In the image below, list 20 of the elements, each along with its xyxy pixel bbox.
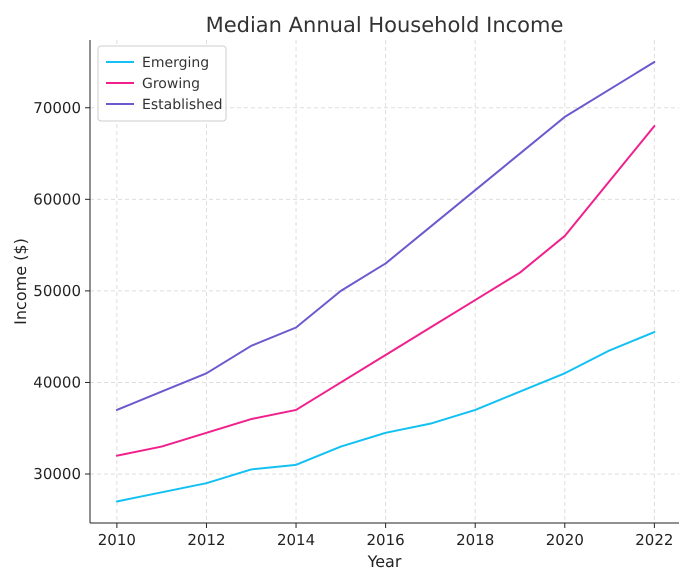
x-tick-label: 2016 [366,531,405,549]
y-tick-label: 60000 [33,190,81,208]
line-series [116,331,656,502]
legend-label: Established [142,97,223,113]
x-tick-label: 2018 [456,531,494,549]
x-tick-label: 2012 [187,531,226,549]
y-tick-label: 30000 [33,465,81,484]
y-axis-title: Income ($) [11,238,30,325]
x-tick-label: 2010 [98,531,136,549]
legend-label: Growing [142,76,200,92]
y-tick-label: 50000 [33,282,81,300]
y-tick-label: 70000 [33,98,81,117]
line-series [116,125,656,457]
x-tick-label: 2014 [276,531,316,549]
legend-label: Emerging [142,55,210,71]
x-tick-label: 2022 [635,531,674,549]
chart-title: Median Annual Household Income [206,13,564,37]
y-tick-label: 40000 [33,373,81,392]
x-tick-label: 2020 [546,531,584,549]
x-axis-title: Year [366,552,402,571]
